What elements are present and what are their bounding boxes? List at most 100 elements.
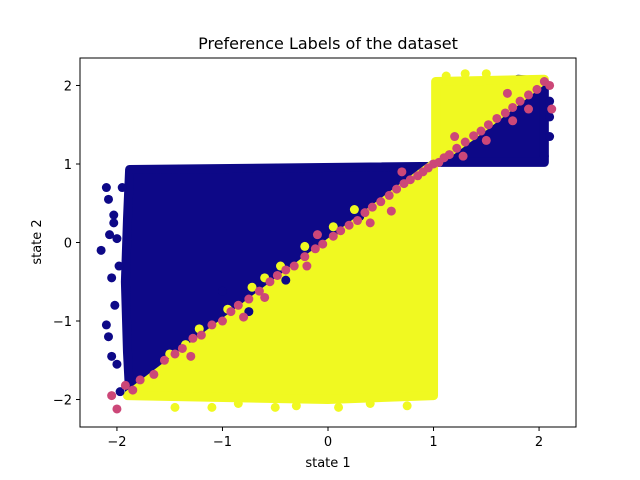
y-tick-label: −2 [53, 394, 72, 409]
series-2-point-45 [500, 108, 510, 118]
series-0-point-9 [103, 332, 113, 342]
series-2-point-65 [397, 167, 407, 177]
series-2-point-13 [254, 286, 264, 296]
y-tick-label: 1 [64, 158, 72, 173]
series-0-point-6 [109, 210, 119, 220]
series-2-point-8 [207, 320, 217, 330]
series-2-point-43 [483, 120, 493, 130]
x-tick-label: −2 [107, 435, 126, 450]
series-2-point-23 [344, 220, 354, 230]
series-1-point-8 [460, 69, 470, 79]
series-0-point-24 [545, 132, 555, 142]
series-1-point-14 [247, 282, 257, 292]
series-0-point-13 [117, 183, 127, 193]
series-2-point-60 [365, 218, 375, 228]
series-2-point-62 [239, 312, 249, 322]
x-tick-label: 1 [429, 435, 437, 450]
series-2-point-38 [444, 150, 454, 160]
chart-title: Preference Labels of the dataset [198, 34, 458, 53]
x-tick-label: 0 [324, 435, 332, 450]
series-2-point-63 [186, 351, 196, 361]
series-2-point-31 [405, 175, 415, 185]
series-1-point-17 [328, 222, 338, 232]
series-2-point-17 [289, 261, 299, 271]
series-2-point-54 [112, 404, 122, 414]
y-tick-label: 0 [64, 237, 72, 252]
series-2-point-52 [502, 88, 512, 98]
series-2-point-12 [244, 294, 254, 304]
series-2-point-64 [312, 230, 322, 240]
series-0-point-14 [114, 261, 124, 271]
x-axis-label: state 1 [305, 456, 350, 471]
series-1-point-2 [334, 402, 344, 412]
series-2-point-61 [302, 261, 312, 271]
series-2-point-27 [376, 197, 386, 207]
axis-ticks: −2 −1 0 1 2 −2 −1 0 1 2 [53, 79, 543, 450]
series-1-point-4 [233, 398, 243, 408]
series-1-point-21 [144, 379, 154, 389]
series-2-point-47 [515, 96, 525, 106]
series-2-point-3 [159, 355, 169, 365]
series-2-point-7 [196, 330, 206, 340]
series-2-point-19 [310, 244, 320, 254]
series-0-point-23 [539, 151, 549, 161]
x-tick-label: −1 [213, 435, 232, 450]
series-2-point-53 [524, 104, 534, 114]
series-2-point-11 [233, 300, 243, 310]
series-2-point-39 [452, 143, 462, 153]
series-2-point-67 [450, 132, 460, 142]
series-2-point-9 [217, 316, 227, 326]
series-1-point-0 [207, 402, 217, 412]
y-axis-label: state 2 [30, 219, 45, 264]
series-0-point-8 [110, 300, 120, 310]
series-2-point-69 [547, 104, 557, 114]
series-0-point-11 [112, 234, 122, 244]
series-2-point-42 [476, 126, 486, 136]
series-2-point-55 [107, 391, 117, 401]
series-0-point-21 [545, 112, 555, 122]
series-1-point-16 [300, 241, 310, 251]
series-0-point-17 [217, 286, 227, 296]
series-0-point-1 [103, 194, 113, 204]
series-2-point-44 [492, 113, 502, 123]
series-2-point-21 [328, 231, 338, 241]
series-2-point-51 [545, 80, 555, 90]
series-2-point-14 [265, 277, 275, 287]
y-tick-label: −1 [53, 315, 72, 330]
series-1-point-6 [365, 398, 375, 408]
series-0-point-4 [105, 230, 115, 240]
series-2-point-59 [386, 206, 396, 216]
plot-area [96, 69, 557, 414]
series-1-point-5 [291, 401, 301, 411]
series-2-point-68 [508, 116, 518, 126]
series-2-point-26 [367, 202, 377, 212]
series-2-point-46 [508, 102, 518, 112]
series-1-point-9 [481, 69, 491, 79]
series-2-point-66 [260, 292, 270, 302]
series-2-point-5 [177, 343, 187, 353]
series-2-point-1 [135, 375, 145, 385]
series-2-point-40 [460, 137, 470, 147]
series-2-point-57 [458, 151, 468, 161]
series-0-point-5 [112, 359, 122, 369]
series-0-point-3 [107, 273, 117, 283]
series-2-point-15 [272, 270, 282, 280]
series-2-point-49 [532, 84, 542, 94]
series-2-point-6 [188, 333, 198, 343]
series-2-point-24 [353, 216, 363, 226]
series-2-point-22 [336, 226, 346, 236]
series-2-point-10 [226, 307, 236, 317]
series-2-point-25 [360, 208, 370, 218]
series-0-point-22 [545, 96, 555, 106]
series-0-point-2 [101, 320, 111, 330]
series-0-point-10 [115, 387, 125, 397]
series-1-point-1 [270, 402, 280, 412]
series-1-point-7 [170, 402, 180, 412]
series-2-point-41 [469, 131, 479, 141]
y-tick-label: 2 [64, 79, 72, 94]
x-tick-label: 2 [535, 435, 543, 450]
series-2-point-4 [170, 349, 180, 359]
series-0-point-7 [101, 183, 111, 193]
